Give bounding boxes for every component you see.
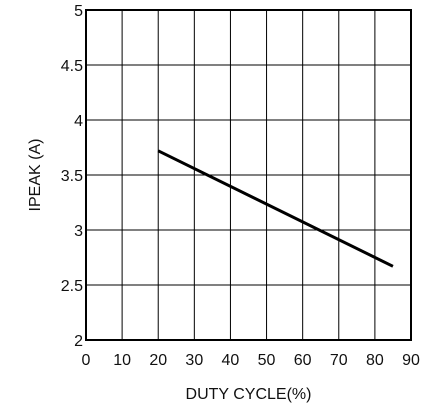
y-tick-label: 3 <box>74 223 83 240</box>
y-axis-title: IPEAK (A) <box>27 139 44 212</box>
x-axis-title: DUTY CYCLE(%) <box>186 386 312 403</box>
x-tick-label: 30 <box>185 352 203 369</box>
x-tick-label: 70 <box>330 352 348 369</box>
x-tick-label: 80 <box>366 352 384 369</box>
plot-frame <box>85 9 412 341</box>
y-tick-label: 4.5 <box>61 58 83 75</box>
series-line <box>157 149 394 268</box>
tick-labels: 0 10 20 30 40 50 60 70 80 90 2 2.5 3 3.5 4 4.5 5 <box>61 3 420 369</box>
series-layer <box>157 149 394 268</box>
x-tick-label: 60 <box>294 352 312 369</box>
grid <box>86 10 411 340</box>
x-tick-label: 40 <box>222 352 240 369</box>
y-tick-label: 4 <box>74 113 83 130</box>
y-tick-label: 3.5 <box>61 168 83 185</box>
y-tick-label: 2.5 <box>61 278 83 295</box>
x-tick-label: 20 <box>149 352 167 369</box>
x-tick-label: 10 <box>113 352 131 369</box>
y-tick-label: 2 <box>74 333 83 350</box>
x-tick-label: 90 <box>402 352 420 369</box>
y-tick-label: 5 <box>74 3 83 20</box>
x-tick-label: 0 <box>82 352 91 369</box>
x-tick-label: 50 <box>258 352 276 369</box>
